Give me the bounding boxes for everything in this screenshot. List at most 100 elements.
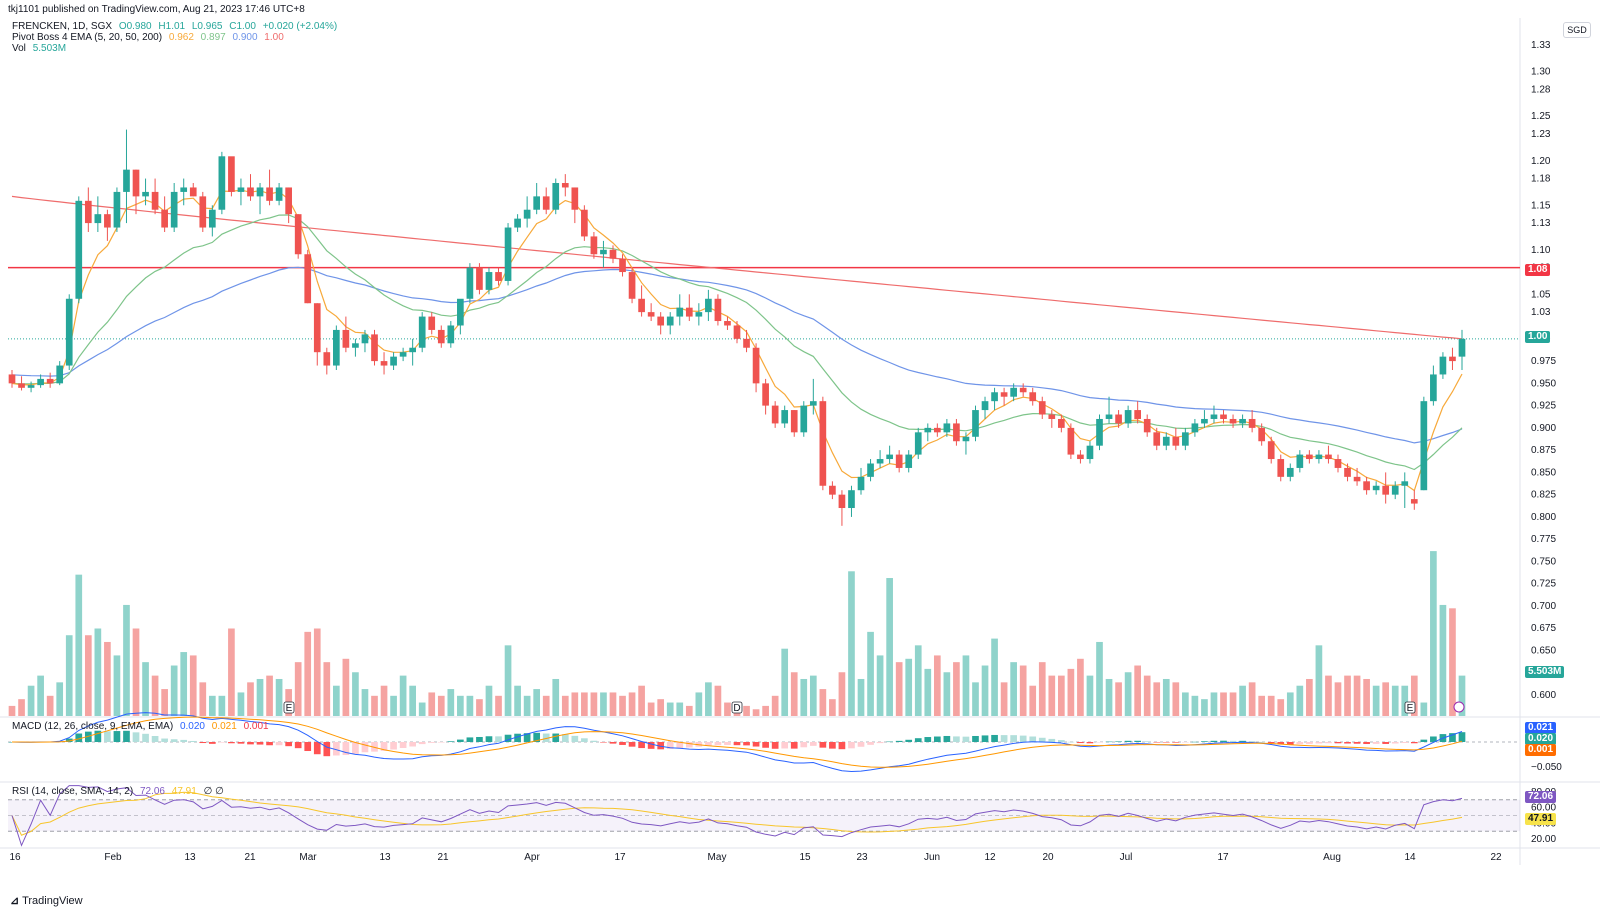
volume-bar (1048, 675, 1056, 716)
volume-bar (485, 685, 493, 716)
macd-histogram-bar (733, 742, 741, 746)
rsi-tick-label: 20.00 (1531, 834, 1556, 845)
macd-histogram-bar (437, 742, 445, 743)
price-tick-label: 1.05 (1531, 289, 1551, 300)
candle-body (1105, 414, 1113, 419)
time-tick-label: 17 (1217, 852, 1229, 863)
macd-histogram-bar (1248, 741, 1256, 742)
macd-histogram-bar (333, 742, 340, 756)
candle-body (1096, 418, 1103, 446)
candle-body (180, 187, 188, 192)
macd-histogram-bar (752, 742, 760, 747)
time-tick-label: 21 (244, 852, 256, 863)
macd-histogram-bar (428, 742, 436, 743)
macd-histogram-bar (1124, 740, 1132, 742)
macd-histogram-bar (409, 742, 416, 747)
candle-body (581, 209, 588, 237)
candle-body (609, 249, 617, 259)
candle-body (1420, 401, 1428, 491)
macd-value-1: 0.020 (179, 721, 205, 732)
time-tick-label: 17 (614, 852, 626, 863)
macd-histogram-bar (266, 742, 273, 746)
volume-bar (981, 665, 989, 716)
volume-bar (313, 628, 321, 716)
price-tick-label: 1.28 (1531, 85, 1551, 96)
macd-histogram-bar (972, 735, 979, 742)
macd-histogram-bar (1019, 735, 1027, 742)
macd-histogram-bar (943, 735, 951, 742)
macd-histogram-bar (848, 742, 855, 749)
ema-legend[interactable]: Pivot Boss 4 EMA (5, 20, 50, 200) 0.962 … (12, 32, 284, 43)
candle-body (1258, 427, 1266, 442)
volume-bar (323, 662, 331, 716)
vol-legend[interactable]: Vol 5.503M (12, 43, 66, 54)
price-tick-label: 1.25 (1531, 111, 1551, 122)
price-tick-label: 1.33 (1531, 40, 1551, 51)
macd-histogram-bar (1143, 741, 1151, 742)
volume-bar (1058, 675, 1065, 716)
macd-histogram-bar (809, 742, 817, 746)
candle-body (1306, 454, 1313, 460)
candle-body (514, 218, 521, 228)
volume-bar (189, 655, 197, 716)
ema5-value: 0.962 (168, 32, 194, 43)
candle-body (972, 410, 979, 437)
volume-bar (1172, 682, 1180, 716)
macd-histogram-bar (504, 734, 512, 742)
price-tick-label: 0.600 (1531, 690, 1556, 701)
macd-legend[interactable]: MACD (12, 26, close, 9, EMA, EMA) 0.020 … (12, 721, 269, 732)
volume-bar (447, 689, 455, 716)
volume-bar (1401, 685, 1409, 716)
candle-body (848, 490, 855, 509)
candle-body (762, 383, 769, 406)
macd-histogram-bar (304, 742, 312, 752)
candle-body (819, 401, 827, 486)
macd-histogram-bar (1153, 742, 1161, 743)
macd-histogram-bar (1267, 742, 1275, 744)
candle-body (905, 454, 913, 468)
candle-body (743, 338, 750, 348)
macd-histogram-bar (1220, 740, 1227, 742)
volume-bar (1210, 692, 1218, 716)
candle-body (1315, 454, 1323, 460)
macd-histogram-bar (1000, 735, 1008, 742)
volume-bar (237, 692, 245, 716)
price-tick-label: 0.750 (1531, 556, 1556, 567)
macd-histogram-bar (561, 734, 569, 742)
volume-bar (790, 672, 798, 716)
currency-button[interactable]: SGD (1563, 22, 1591, 38)
macd-histogram-bar (180, 739, 188, 742)
volume-bar (886, 578, 893, 716)
candle-body (409, 347, 416, 353)
volume-bar (161, 689, 168, 716)
price-tick-label: 0.850 (1531, 467, 1556, 478)
candle-body (8, 374, 16, 384)
macd-hist-badge: 0.001 (1525, 744, 1557, 756)
close-value: C1.00 (229, 21, 256, 32)
symbol-name[interactable]: FRENCKEN, 1D, SGX (12, 21, 113, 32)
macd-histogram-bar (724, 742, 731, 746)
tradingview-logo[interactable]: ⊿ TradingView (10, 894, 83, 907)
candle-body (170, 191, 178, 228)
macd-histogram-bar (628, 742, 636, 747)
volume-bar (1258, 695, 1266, 716)
candle-body (914, 432, 922, 455)
macd-histogram-bar (1115, 741, 1122, 742)
candle-body (1382, 485, 1390, 495)
candle-body (1067, 427, 1075, 455)
vol-value: 5.503M (32, 43, 67, 54)
price-tick-label: 0.875 (1531, 445, 1556, 456)
candle-body (1439, 356, 1447, 375)
time-tick-label: 15 (799, 852, 811, 863)
macd-histogram-bar (619, 742, 626, 745)
macd-histogram-bar (953, 736, 960, 742)
candle-body (857, 476, 865, 491)
macd-histogram-bar (514, 733, 521, 742)
volume-bar (1306, 678, 1313, 716)
macd-histogram-bar (829, 742, 836, 749)
rsi-legend[interactable]: RSI (14, close, SMA, 14, 2) 72.06 47.91 … (12, 786, 224, 797)
volume-bar (857, 678, 865, 716)
volume-bar (247, 682, 254, 716)
macd-histogram-bar (1105, 741, 1113, 743)
candle-body (1449, 356, 1456, 362)
